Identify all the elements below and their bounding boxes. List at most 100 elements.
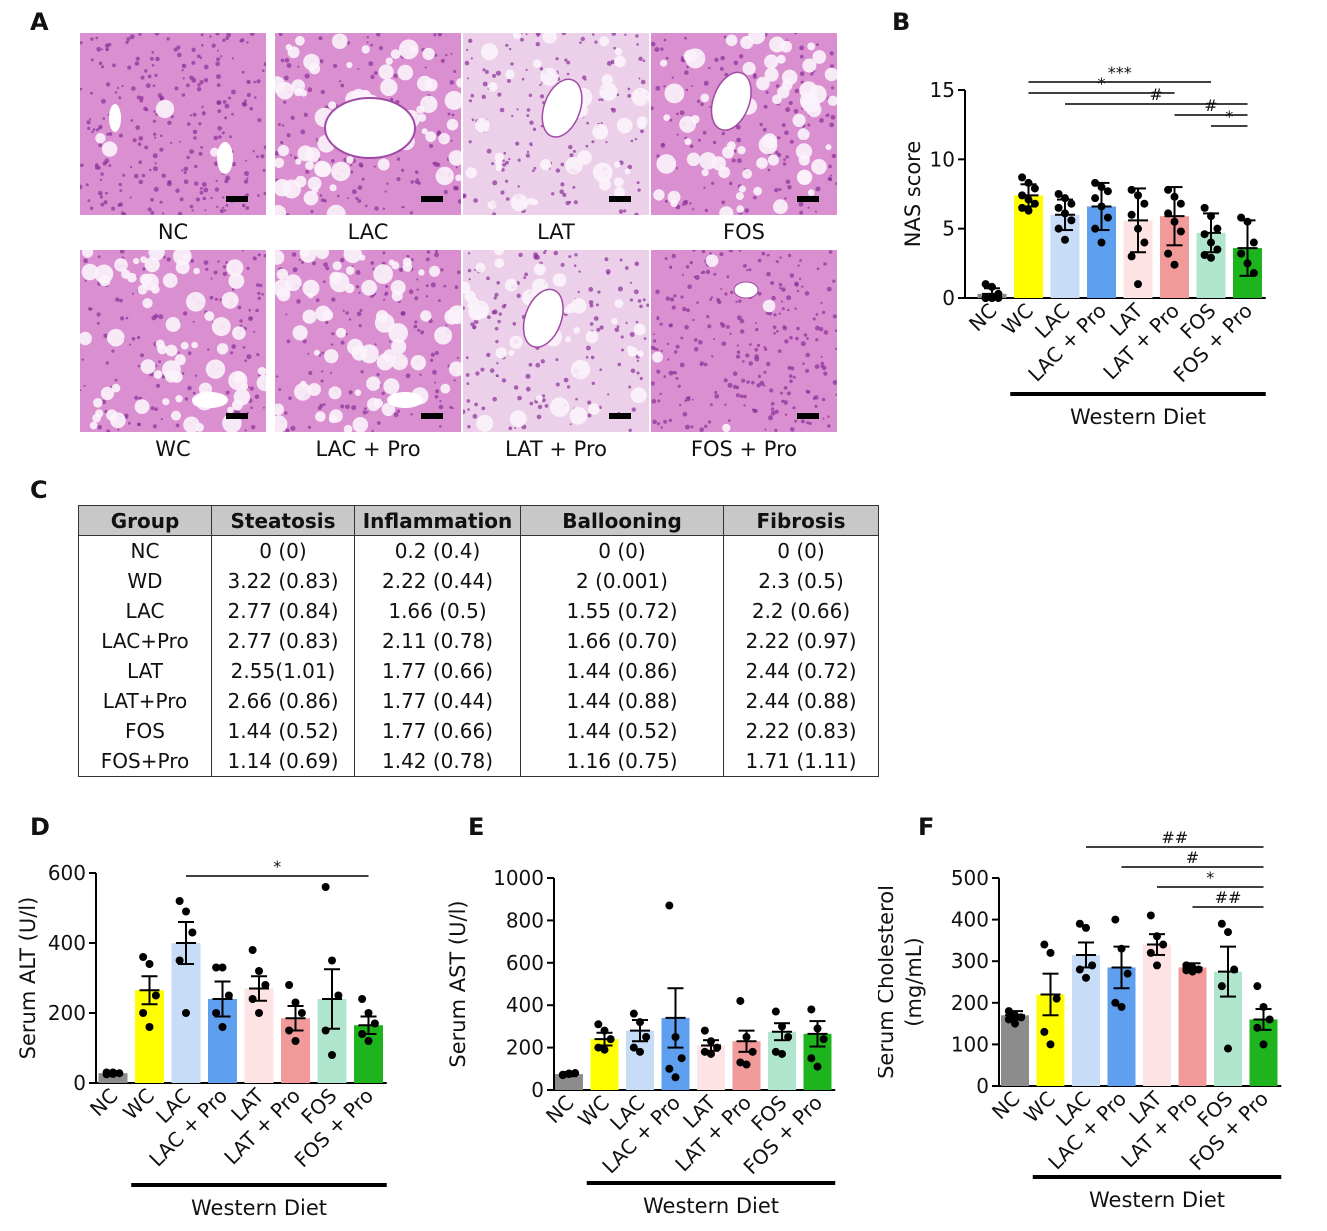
nucleus — [777, 152, 782, 158]
nucleus — [655, 347, 659, 351]
bar — [135, 990, 164, 1083]
nucleus — [181, 63, 187, 69]
data-point — [771, 1047, 780, 1056]
fat-vacuole — [165, 317, 181, 332]
nucleus — [340, 257, 345, 263]
nucleus — [624, 33, 627, 36]
nucleus — [414, 296, 419, 301]
fat-vacuole — [228, 273, 245, 289]
y-axis-label: Serum AST (U/l) — [446, 900, 470, 1067]
nucleus — [752, 74, 757, 79]
nucleus — [242, 346, 246, 349]
fat-vacuole — [585, 330, 599, 344]
nucleus — [96, 46, 102, 52]
nucleus — [263, 145, 266, 149]
nucleus — [728, 250, 734, 253]
nucleus — [170, 141, 173, 144]
nucleus — [778, 188, 782, 191]
nucleus — [828, 250, 833, 254]
nucleus — [529, 120, 534, 125]
nucleus — [285, 428, 290, 432]
nucleus — [639, 304, 643, 309]
nucleus — [285, 213, 290, 215]
nucleus — [739, 54, 744, 59]
nucleus — [829, 64, 835, 69]
nucleus — [465, 373, 470, 377]
data-point — [1213, 224, 1222, 233]
nucleus — [101, 65, 105, 69]
fat-vacuole — [736, 205, 744, 213]
fat-vacuole — [140, 359, 156, 374]
nucleus — [247, 386, 250, 389]
nucleus — [627, 164, 633, 170]
nucleus — [159, 97, 164, 101]
nucleus — [201, 111, 206, 116]
nucleus — [818, 327, 824, 332]
nucleus — [114, 91, 118, 94]
nucleus — [222, 100, 227, 104]
nucleus — [789, 335, 793, 340]
nucleus — [361, 177, 365, 181]
nucleus — [710, 296, 713, 299]
nucleus — [526, 150, 530, 154]
fat-vacuole — [410, 46, 417, 54]
nucleus — [440, 58, 445, 63]
nucleus — [449, 80, 455, 85]
fat-vacuole — [95, 409, 104, 418]
fat-vacuole — [802, 58, 817, 73]
nucleus — [755, 322, 757, 324]
nucleus — [262, 168, 266, 172]
nucleus — [457, 270, 461, 275]
fat-vacuole — [737, 146, 746, 155]
nucleus — [497, 92, 502, 97]
nucleus — [535, 362, 541, 368]
fat-vacuole — [314, 160, 331, 178]
data-point — [218, 963, 227, 972]
nucleus — [425, 295, 429, 298]
nucleus — [482, 81, 488, 87]
nucleus — [131, 292, 135, 295]
vessel-lumen — [522, 288, 564, 348]
nucleus — [466, 399, 471, 403]
data-point — [1200, 203, 1209, 212]
nucleus — [518, 252, 523, 258]
nucleus — [704, 208, 708, 212]
nucleus — [678, 403, 682, 407]
nucleus — [677, 384, 681, 388]
table-cell: 1.44 (0.86) — [520, 656, 724, 686]
nucleus — [194, 181, 199, 186]
fat-vacuole — [300, 250, 317, 263]
nucleus — [739, 394, 744, 398]
nucleus — [99, 178, 103, 181]
panel-letter-c: C — [30, 476, 48, 504]
scale-bar — [797, 413, 819, 419]
nucleus — [98, 190, 103, 196]
nucleus — [773, 332, 776, 335]
nucleus — [540, 359, 545, 364]
nucleus — [505, 43, 509, 47]
nucleus — [432, 369, 437, 375]
fat-vacuole — [467, 301, 474, 309]
nucleus — [816, 43, 819, 47]
nucleus — [754, 354, 759, 360]
fat-vacuole — [332, 33, 348, 49]
nucleus — [471, 118, 475, 122]
nucleus — [175, 188, 180, 193]
nucleus — [244, 429, 247, 432]
fat-vacuole — [614, 47, 623, 56]
nucleus — [237, 305, 242, 310]
nucleus — [821, 310, 826, 315]
data-point — [1046, 948, 1055, 957]
fat-vacuole — [683, 49, 697, 63]
nucleus — [139, 96, 144, 100]
data-point — [1224, 1044, 1232, 1053]
nucleus — [292, 267, 298, 273]
nucleus — [525, 68, 528, 71]
nucleus — [280, 141, 284, 145]
nucleus — [709, 252, 712, 255]
nucleus — [781, 307, 785, 311]
nucleus — [732, 384, 737, 389]
data-point — [736, 1058, 745, 1067]
nucleus — [711, 181, 715, 185]
nucleus — [426, 250, 431, 254]
